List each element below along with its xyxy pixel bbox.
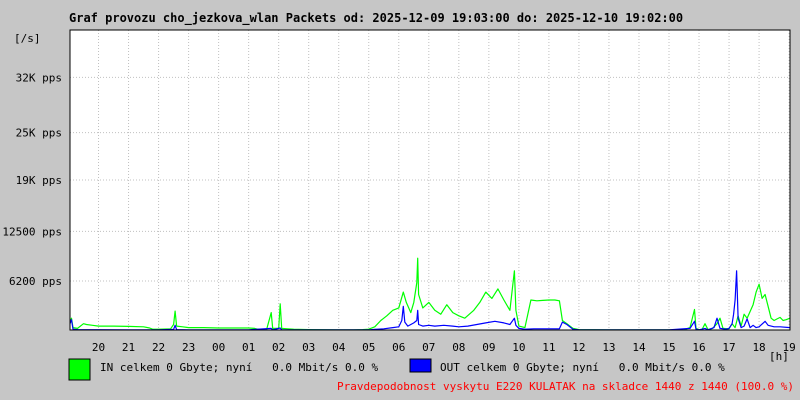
legend-out-swatch (409, 358, 432, 373)
y-axis-labels: 6200 pps 12500 pps 19K pps 25K pps 32K pps (2, 71, 62, 288)
x-tick-label: 21 (122, 341, 135, 354)
x-tick-label: 06 (392, 341, 405, 354)
x-tick-label: 13 (602, 341, 615, 354)
x-tick-label: 19 (782, 341, 795, 354)
y-tick-label: 12500 pps (2, 225, 62, 238)
x-tick-label: 23 (182, 341, 195, 354)
x-axis-unit-label: [h] (769, 350, 789, 363)
x-axis-labels: 20 21 22 23 00 01 02 03 04 05 06 07 08 09 10 11 12 13 14 15… (92, 341, 796, 354)
y-tick-label: 6200 pps (9, 275, 62, 288)
y-tick-label: 32K pps (16, 71, 62, 84)
x-tick-label: 20 (92, 341, 105, 354)
x-tick-label: 22 (152, 341, 165, 354)
x-tick-label: 00 (212, 341, 225, 354)
x-tick-label: 10 (512, 341, 525, 354)
x-tick-label: 18 (752, 341, 765, 354)
x-tick-label: 04 (332, 341, 346, 354)
footer-note: Pravdepodobnost vyskytu E220 KULATAK na … (337, 380, 794, 393)
y-axis-unit-label: [/s] (14, 32, 41, 45)
legend-in-swatch (68, 358, 91, 381)
x-tick-label: 01 (242, 341, 255, 354)
x-tick-label: 11 (542, 341, 555, 354)
grid-lines (70, 30, 790, 330)
x-tick-label: 16 (692, 341, 705, 354)
x-tick-label: 12 (572, 341, 585, 354)
plot-area (69, 29, 791, 331)
x-tick-label: 03 (302, 341, 315, 354)
x-tick-label: 05 (362, 341, 375, 354)
chart-title: Graf provozu cho_jezkova_wlan Packets od… (69, 11, 683, 26)
x-tick-label: 07 (422, 341, 435, 354)
legend-out-label: OUT celkem 0 Gbyte; nyní 0.0 Mbit/s 0.0 … (440, 361, 725, 374)
plot-frame (69, 29, 791, 331)
x-tick-label: 02 (272, 341, 285, 354)
x-tick-label: 15 (662, 341, 675, 354)
x-tick-label: 17 (722, 341, 735, 354)
x-tick-label: 14 (632, 341, 646, 354)
series-line-out (69, 270, 791, 331)
y-tick-label: 19K pps (16, 174, 62, 187)
x-tick-label: 08 (452, 341, 465, 354)
x-tick-label: 09 (482, 341, 495, 354)
legend-in-label: IN celkem 0 Gbyte; nyní 0.0 Mbit/s 0.0 % (100, 361, 379, 374)
y-tick-label: 25K pps (16, 127, 62, 140)
